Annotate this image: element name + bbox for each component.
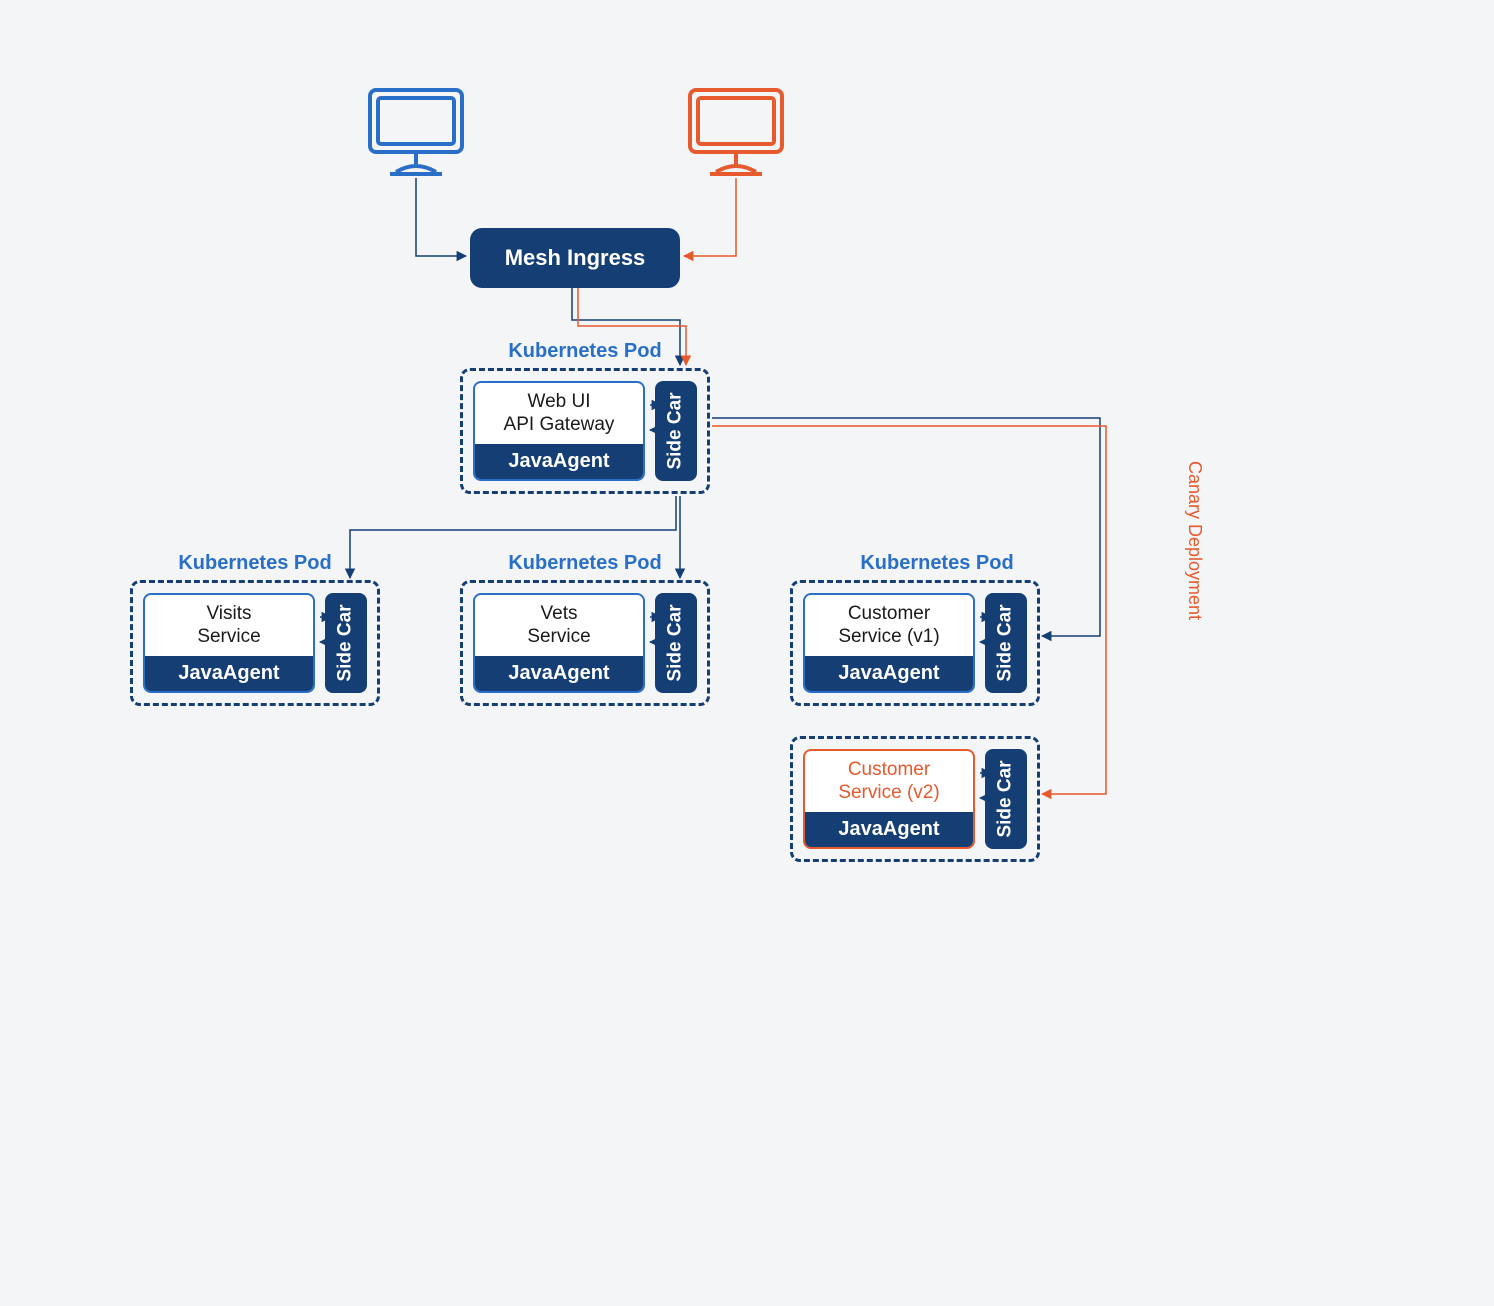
pod-visits: Visits Service JavaAgent Side Car [130, 580, 380, 706]
diagram-canvas: Mesh Ingress Kubernetes Pod Kubernetes P… [0, 0, 1494, 1306]
service-gateway-line2: API Gateway [504, 414, 615, 437]
pod-customer-v2: Customer Service (v2) JavaAgent Side Car [790, 736, 1040, 862]
service-visits: Visits Service JavaAgent [143, 593, 315, 693]
service-gateway: Web UI API Gateway JavaAgent [473, 381, 645, 481]
pod-gateway: Web UI API Gateway JavaAgent Side Car [460, 368, 710, 494]
service-cust2-line2: Service (v2) [838, 782, 939, 805]
sidecar-gateway: Side Car [655, 381, 697, 481]
service-vets-line2: Service [527, 626, 590, 649]
java-agent-label: JavaAgent [475, 444, 643, 479]
service-customer-v2: Customer Service (v2) JavaAgent [803, 749, 975, 849]
service-gateway-line1: Web UI [527, 391, 590, 414]
mesh-ingress-label: Mesh Ingress [505, 245, 646, 271]
service-vets-line1: Vets [541, 603, 578, 626]
computer-blue-icon [370, 90, 462, 174]
service-customer-v1: Customer Service (v1) JavaAgent [803, 593, 975, 693]
service-visits-line1: Visits [206, 603, 251, 626]
pod-vets: Vets Service JavaAgent Side Car [460, 580, 710, 706]
pod-label-customer: Kubernetes Pod [822, 552, 1052, 575]
sidecar-vets: Side Car [655, 593, 697, 693]
service-cust2-line1: Customer [848, 759, 930, 782]
pod-label-visits: Kubernetes Pod [140, 552, 370, 575]
java-agent-label: JavaAgent [475, 656, 643, 691]
computer-orange-icon [690, 90, 782, 174]
canary-deployment-label: Canary Deployment [1184, 461, 1205, 620]
java-agent-label: JavaAgent [805, 812, 973, 847]
service-cust1-line1: Customer [848, 603, 930, 626]
service-cust1-line2: Service (v1) [838, 626, 939, 649]
service-vets: Vets Service JavaAgent [473, 593, 645, 693]
pod-label-vets: Kubernetes Pod [470, 552, 700, 575]
mesh-ingress-node: Mesh Ingress [470, 228, 680, 288]
sidecar-customer-v2: Side Car [985, 749, 1027, 849]
java-agent-label: JavaAgent [145, 656, 313, 691]
pod-label-gateway: Kubernetes Pod [470, 340, 700, 363]
sidecar-visits: Side Car [325, 593, 367, 693]
pod-customer-v1: Customer Service (v1) JavaAgent Side Car [790, 580, 1040, 706]
java-agent-label: JavaAgent [805, 656, 973, 691]
sidecar-customer-v1: Side Car [985, 593, 1027, 693]
service-visits-line2: Service [197, 626, 260, 649]
